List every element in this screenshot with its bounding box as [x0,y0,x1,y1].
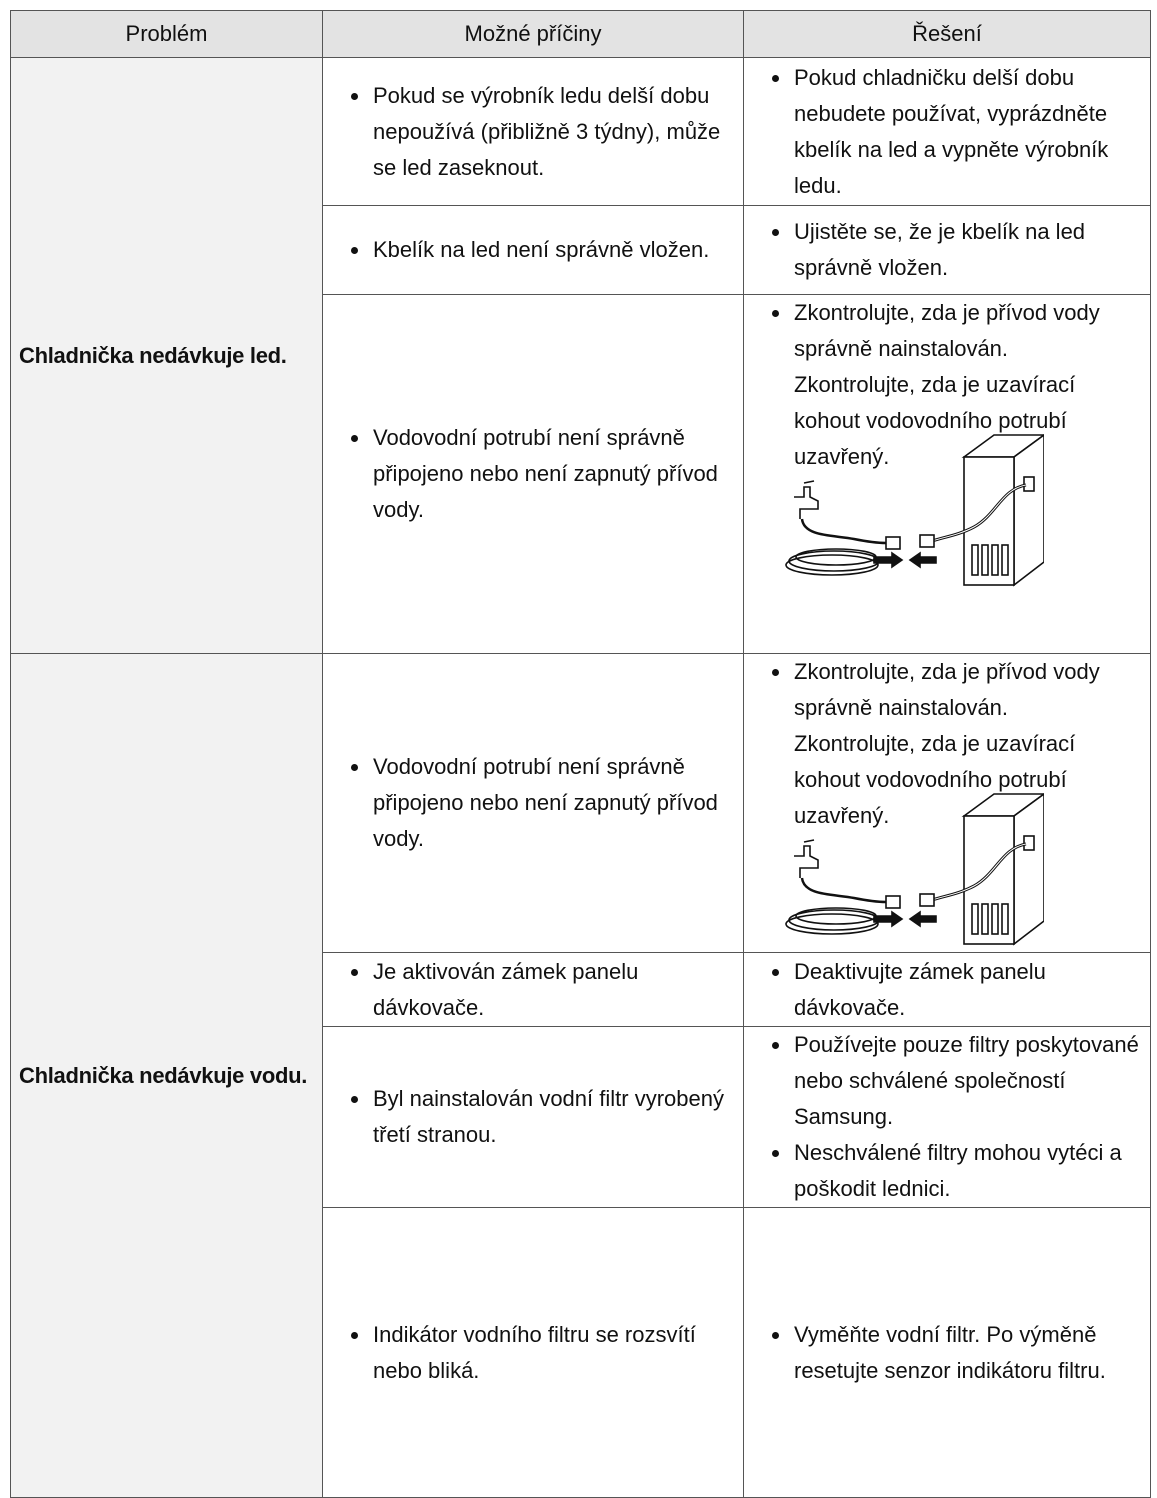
cause: Je aktivován zámek panelu dávkovače. [371,954,733,1026]
cause-list: Byl nainstalován vodní filtr vyrobený tř… [333,1081,733,1153]
cause: Pokud se výrobník ledu delší dobu nepouž… [371,78,733,186]
problem: Chladnička nedávkuje led. [10,57,323,654]
table-row: Vodovodní potrubí není správně připojeno… [11,294,1151,654]
solutions-cell: Zkontrolujte, zda je přívod vody správně… [743,294,1151,654]
header-cell: Problém [10,10,323,58]
solution: Používejte pouze filtry poskytované nebo… [792,1027,1140,1135]
header-cell: Řešení [743,10,1151,58]
solution-text: Vyměňte vodní filtr. Po výměně resetujte… [794,1321,1106,1383]
solution-list: Používejte pouze filtry poskytované nebo… [754,1027,1140,1207]
cause: Vodovodní potrubí není správně připojeno… [371,420,733,528]
table-row: Chladnička nedávkuje led. Pokud se výrobn… [10,57,1151,654]
cause-list: Vodovodní potrubí není správně připojeno… [333,749,733,857]
solutions-cell: Ujistěte se, že je kbelík na led správně… [743,205,1151,295]
table-row: Chladnička nedávkuje vodu. Vodovodní potr… [10,653,1151,1498]
cause: Indikátor vodního filtru se rozsvítí neb… [371,1317,733,1389]
causes-cell: Je aktivován zámek panelu dávkovače. [322,952,744,1027]
table-header: Problém Možné příčiny Řešení [10,10,1151,58]
solution-list: Deaktivujte zámek panelu dávkovače. [754,954,1140,1026]
solutions-cell: Zkontrolujte, zda je přívod vody správně… [743,653,1151,953]
solution: Neschválené filtry mohou vytéci a poškod… [792,1135,1140,1207]
solution-text: Používejte pouze filtry poskytované nebo… [794,1032,1139,1129]
solution-text: Zkontrolujte, zda je přívod vody správně… [794,659,1100,720]
solutions-cell: Pokud chladničku delší dobu nebudete pou… [743,57,1151,206]
solution: Deaktivujte zámek panelu dávkovače. [792,954,1140,1026]
solution: Ujistěte se, že je kbelík na led správně… [792,214,1140,286]
solution-list: Pokud chladničku delší dobu nebudete pou… [754,60,1140,204]
table-row: Je aktivován zámek panelu dávkovače. Deak… [11,952,1151,1027]
causes-cell: Pokud se výrobník ledu delší dobu nepouž… [322,57,744,206]
table-body: Chladnička nedávkuje led. Pokud se výrobn… [10,57,1151,1498]
solution-text: Pokud chladničku delší dobu nebudete pou… [794,64,1109,198]
causes-cell: Byl nainstalován vodní filtr vyrobený tř… [322,1026,744,1208]
solution-text: Ujistěte se, že je kbelík na led správně… [794,219,1086,280]
solution-list: Zkontrolujte, zda je přívod vody správně… [754,295,1140,475]
cause-list: Vodovodní potrubí není správně připojeno… [333,420,733,528]
solution: Zkontrolujte, zda je přívod vody správně… [792,295,1140,475]
cause: Byl nainstalován vodní filtr vyrobený tř… [371,1081,733,1153]
solution-list: Vyměňte vodní filtr. Po výměně resetujte… [754,1317,1140,1389]
water-supply-illustration [785,793,1044,946]
solution-list: Ujistěte se, že je kbelík na led správně… [754,214,1140,286]
cause-list: Je aktivován zámek panelu dávkovače. [333,954,733,1026]
causes-cell: Vodovodní potrubí není správně připojeno… [322,653,744,953]
solution-text: Zkontrolujte, zda je uzavírací kohout vo… [794,372,1076,469]
header-row: Problém Možné příčiny Řešení [10,10,1151,58]
table-row: Byl nainstalován vodní filtr vyrobený tř… [11,1026,1151,1208]
causes-cell: Kbelík na led není správně vložen. [322,205,744,295]
cause-list: Pokud se výrobník ledu delší dobu nepouž… [333,78,733,186]
solutions-cell: Používejte pouze filtry poskytované nebo… [743,1026,1151,1208]
solution: Zkontrolujte, zda je přívod vody správně… [792,654,1140,834]
solutions-cell: Deaktivujte zámek panelu dávkovače. [743,952,1151,1027]
cause-list: Indikátor vodního filtru se rozsvítí neb… [333,1317,733,1389]
cause: Kbelík na led není správně vložen. [371,232,733,268]
solutions-cell: Vyměňte vodní filtr. Po výměně resetujte… [743,1207,1151,1498]
causes-cell: Vodovodní potrubí není správně připojeno… [322,294,744,654]
troubleshooting-table: Problém Možné příčiny Řešení Chladnička … [10,10,1151,1498]
solution: Vyměňte vodní filtr. Po výměně resetujte… [792,1317,1140,1389]
solution-text: Zkontrolujte, zda je přívod vody správně… [794,300,1100,361]
solution-list: Zkontrolujte, zda je přívod vody správně… [754,654,1140,834]
solution-text: Neschválené filtry mohou vytéci a poškod… [794,1140,1122,1201]
causes-cell: Indikátor vodního filtru se rozsvítí neb… [322,1207,744,1498]
solution-text: Zkontrolujte, zda je uzavírací kohout vo… [794,731,1076,828]
cause: Vodovodní potrubí není správně připojeno… [371,749,733,857]
problem: Chladnička nedávkuje vodu. [10,653,323,1498]
table-row: Kbelík na led není správně vložen. Ujistě… [11,205,1151,295]
page: Problém Možné příčiny Řešení Chladnička … [0,0,1157,1397]
header-cell: Možné příčiny [322,10,744,58]
water-supply-illustration [785,434,1044,587]
solution: Pokud chladničku delší dobu nebudete pou… [792,60,1140,204]
cause-list: Kbelík na led není správně vložen. [333,232,733,268]
solution-text: Deaktivujte zámek panelu dávkovače. [794,958,1046,1020]
